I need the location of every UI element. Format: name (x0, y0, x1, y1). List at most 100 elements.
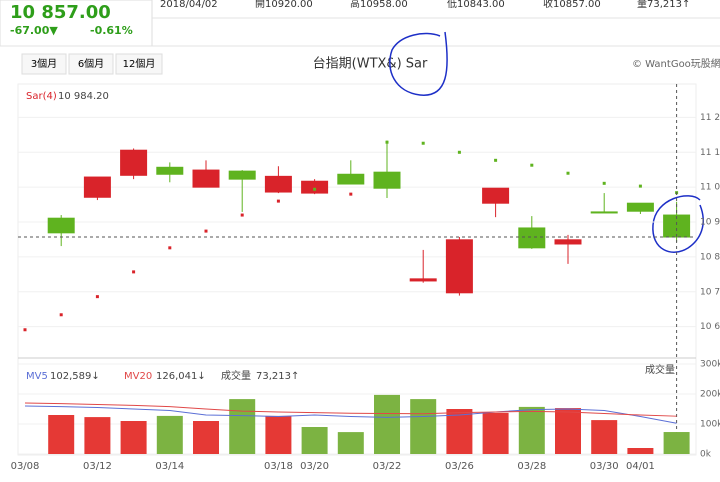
candle-body (482, 187, 510, 204)
change: -67.00▼ (10, 24, 58, 37)
legend-value: 126,041↓ (156, 371, 206, 382)
volume-bar (374, 394, 400, 454)
legend-label: MV5 (26, 371, 48, 382)
volume-bar (84, 417, 111, 454)
volume-bar (555, 408, 581, 454)
pane-label: 成交量 (645, 363, 675, 376)
volume-bar (663, 432, 690, 454)
sar-dot (132, 270, 136, 274)
volume-bar (627, 448, 654, 454)
volume: 量73,213↑ (637, 0, 690, 10)
sar-dot (349, 192, 353, 196)
change-pct: -0.61% (90, 24, 133, 37)
x-tick-label: 03/18 (264, 461, 293, 472)
x-tick-label: 03/28 (517, 461, 546, 472)
x-tick-label: 03/26 (445, 461, 474, 472)
volume-bar (265, 415, 292, 454)
candle-body (554, 239, 582, 245)
y-tick-label: 11 100 (700, 148, 720, 158)
date: 2018/04/02 (160, 0, 218, 10)
sar-dot (638, 184, 642, 188)
price: 10 857.00 (10, 2, 111, 23)
volume-bar (482, 412, 509, 454)
plot-frame (17, 83, 697, 456)
close: 收10857.00 (543, 0, 601, 10)
candle-body (120, 149, 148, 176)
x-tick-label: 03/20 (300, 461, 329, 472)
range-button-label[interactable]: 6個月 (78, 57, 104, 70)
y-tick-label: 11 200 (700, 113, 720, 123)
sar-dot (95, 295, 99, 299)
sar-dot (168, 246, 172, 250)
volume-bar (518, 406, 545, 454)
candle-body (590, 211, 618, 214)
sar-dot (602, 181, 606, 185)
legend-value: 10 984.20 (58, 91, 109, 102)
candle-body (445, 239, 473, 294)
legend-value: 102,589↓ (50, 371, 100, 382)
candle-body (228, 170, 256, 180)
chart-title: 台指期(WTX&) Sar (313, 57, 428, 72)
volume-bar (229, 399, 256, 454)
candle-body (156, 166, 184, 175)
sar-dot (421, 141, 425, 145)
high: 高10958.00 (350, 0, 408, 10)
volume-bar (591, 420, 618, 454)
sar-dot (59, 313, 63, 317)
y-tick-label: 100k (700, 420, 720, 430)
y-tick-label: 11 000 (700, 183, 720, 193)
sar-dot (530, 163, 534, 167)
x-tick-label: 03/30 (590, 461, 619, 472)
y-tick-label: 10 900 (700, 218, 720, 228)
sar-dot (566, 171, 570, 175)
y-tick-label: 300k (700, 360, 720, 370)
range-button-label[interactable]: 3個月 (31, 57, 57, 70)
sar-dot (457, 150, 461, 154)
range-button[interactable] (68, 53, 114, 75)
sar-dot (494, 158, 498, 162)
y-tick-label: 10 800 (700, 252, 720, 262)
candle-body (626, 202, 654, 212)
y-tick-label: 0k (700, 450, 712, 460)
volume-bar (120, 421, 147, 454)
sar-dot (276, 199, 280, 203)
volume-bar (446, 409, 473, 454)
x-tick-label: 03/22 (373, 461, 402, 472)
candle-body (192, 169, 220, 188)
volume-bar (193, 421, 219, 454)
legend-label: Sar(4) (26, 91, 57, 102)
candle-body (663, 214, 691, 238)
range-button-label[interactable]: 12個月 (123, 57, 156, 70)
volume-bar (156, 415, 183, 454)
volume-bar (48, 415, 75, 454)
candle-body (83, 176, 111, 198)
low: 低10843.00 (447, 0, 505, 10)
legend-value: 73,213↑ (256, 371, 299, 382)
range-button[interactable] (115, 53, 163, 75)
x-tick-label: 03/12 (83, 461, 112, 472)
sar-dot (23, 328, 27, 332)
ma-line (24, 402, 677, 417)
legend-label: 成交量 (221, 369, 251, 382)
range-button[interactable] (21, 53, 67, 75)
ma-line (24, 405, 677, 424)
copyright: © WantGoo玩股網 (632, 57, 720, 70)
candle-body (337, 173, 365, 185)
hand-annotation (652, 195, 704, 253)
sar-dot (313, 187, 317, 191)
x-tick-label: 03/08 (11, 461, 40, 472)
candle-body (47, 217, 75, 234)
x-tick-label: 03/14 (155, 461, 184, 472)
sar-dot (204, 229, 208, 233)
volume-bar (301, 427, 328, 454)
candle-body (264, 175, 292, 193)
open: 開10920.00 (255, 0, 313, 10)
sar-dot (240, 213, 244, 217)
y-tick-label: 200k (700, 390, 720, 400)
y-tick-label: 10 600 (700, 322, 720, 332)
candle-body (409, 278, 437, 282)
volume-bar (410, 399, 437, 454)
legend-label: MV20 (124, 371, 152, 382)
